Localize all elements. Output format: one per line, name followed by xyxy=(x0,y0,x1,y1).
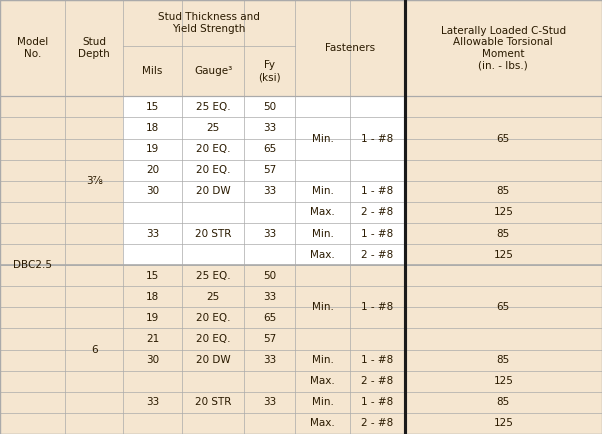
Text: 125: 125 xyxy=(493,250,514,260)
Text: 20 EQ.: 20 EQ. xyxy=(196,165,231,175)
Bar xyxy=(123,0,295,46)
Text: Min.: Min. xyxy=(312,302,334,312)
Text: 33: 33 xyxy=(263,229,276,239)
Bar xyxy=(123,96,405,265)
Text: 1 - #8: 1 - #8 xyxy=(361,186,394,196)
Text: 33: 33 xyxy=(263,355,276,365)
Text: 20 DW: 20 DW xyxy=(196,355,231,365)
Text: Min.: Min. xyxy=(312,134,334,144)
Bar xyxy=(123,46,182,96)
Bar xyxy=(182,46,244,96)
Text: Stud
Depth: Stud Depth xyxy=(78,37,110,59)
Text: Max.: Max. xyxy=(310,207,335,217)
Text: Stud Thickness and
Yield Strength: Stud Thickness and Yield Strength xyxy=(158,12,260,34)
Text: 85: 85 xyxy=(497,229,510,239)
Text: 1 - #8: 1 - #8 xyxy=(361,134,394,144)
Bar xyxy=(244,46,295,96)
Text: Fasteners: Fasteners xyxy=(324,43,375,53)
Text: Gauge³: Gauge³ xyxy=(194,66,232,76)
Text: 20 STR: 20 STR xyxy=(195,398,231,408)
Text: 25: 25 xyxy=(206,292,220,302)
Text: 33: 33 xyxy=(146,398,160,408)
Text: 65: 65 xyxy=(263,144,276,154)
Text: Min.: Min. xyxy=(312,186,334,196)
Text: 19: 19 xyxy=(146,144,160,154)
Text: 2 - #8: 2 - #8 xyxy=(361,418,394,428)
Text: 50: 50 xyxy=(263,271,276,281)
Text: Laterally Loaded C-Stud
Allowable Torsional
Moment
(in. - lbs.): Laterally Loaded C-Stud Allowable Torsio… xyxy=(441,26,566,71)
Text: 57: 57 xyxy=(263,334,276,344)
Text: Max.: Max. xyxy=(310,376,335,386)
Text: 20 DW: 20 DW xyxy=(196,186,231,196)
Text: 65: 65 xyxy=(497,134,510,144)
Text: 20 EQ.: 20 EQ. xyxy=(196,313,231,323)
Text: 2 - #8: 2 - #8 xyxy=(361,376,394,386)
Text: 65: 65 xyxy=(263,313,276,323)
Text: 18: 18 xyxy=(146,292,160,302)
Text: 1 - #8: 1 - #8 xyxy=(361,229,394,239)
Text: 1 - #8: 1 - #8 xyxy=(361,398,394,408)
Text: 65: 65 xyxy=(497,302,510,312)
Text: 1 - #8: 1 - #8 xyxy=(361,302,394,312)
Bar xyxy=(0,0,602,96)
Text: Min.: Min. xyxy=(312,355,334,365)
Text: 125: 125 xyxy=(493,376,514,386)
Text: 20: 20 xyxy=(146,165,159,175)
Text: 125: 125 xyxy=(493,207,514,217)
Text: 19: 19 xyxy=(146,313,160,323)
Text: 33: 33 xyxy=(263,123,276,133)
Text: 57: 57 xyxy=(263,165,276,175)
Text: 50: 50 xyxy=(263,102,276,112)
Text: 33: 33 xyxy=(146,229,160,239)
Text: 25: 25 xyxy=(206,123,220,133)
Text: 85: 85 xyxy=(497,186,510,196)
Text: Model
No.: Model No. xyxy=(17,37,48,59)
Text: 30: 30 xyxy=(146,186,159,196)
Text: 21: 21 xyxy=(146,334,160,344)
Text: 30: 30 xyxy=(146,355,159,365)
Text: 85: 85 xyxy=(497,398,510,408)
Text: 33: 33 xyxy=(263,292,276,302)
Text: Min.: Min. xyxy=(312,229,334,239)
Text: 20 EQ.: 20 EQ. xyxy=(196,144,231,154)
Text: 3⅞: 3⅞ xyxy=(86,176,102,186)
Text: 18: 18 xyxy=(146,123,160,133)
Text: 33: 33 xyxy=(263,186,276,196)
Text: Min.: Min. xyxy=(312,398,334,408)
Text: Max.: Max. xyxy=(310,250,335,260)
Text: 25 EQ.: 25 EQ. xyxy=(196,271,231,281)
Text: 85: 85 xyxy=(497,355,510,365)
Text: 125: 125 xyxy=(493,418,514,428)
Text: 6: 6 xyxy=(91,345,98,355)
Text: 2 - #8: 2 - #8 xyxy=(361,250,394,260)
Text: Fy
(ksi): Fy (ksi) xyxy=(258,60,281,82)
Text: DBC2.5: DBC2.5 xyxy=(13,260,52,270)
Text: 15: 15 xyxy=(146,271,160,281)
Text: 1 - #8: 1 - #8 xyxy=(361,355,394,365)
Text: Mils: Mils xyxy=(143,66,163,76)
Bar xyxy=(123,265,405,434)
Text: 20 EQ.: 20 EQ. xyxy=(196,334,231,344)
Text: 33: 33 xyxy=(263,398,276,408)
Text: 2 - #8: 2 - #8 xyxy=(361,207,394,217)
Text: 15: 15 xyxy=(146,102,160,112)
Text: 20 STR: 20 STR xyxy=(195,229,231,239)
Text: Max.: Max. xyxy=(310,418,335,428)
Text: 25 EQ.: 25 EQ. xyxy=(196,102,231,112)
